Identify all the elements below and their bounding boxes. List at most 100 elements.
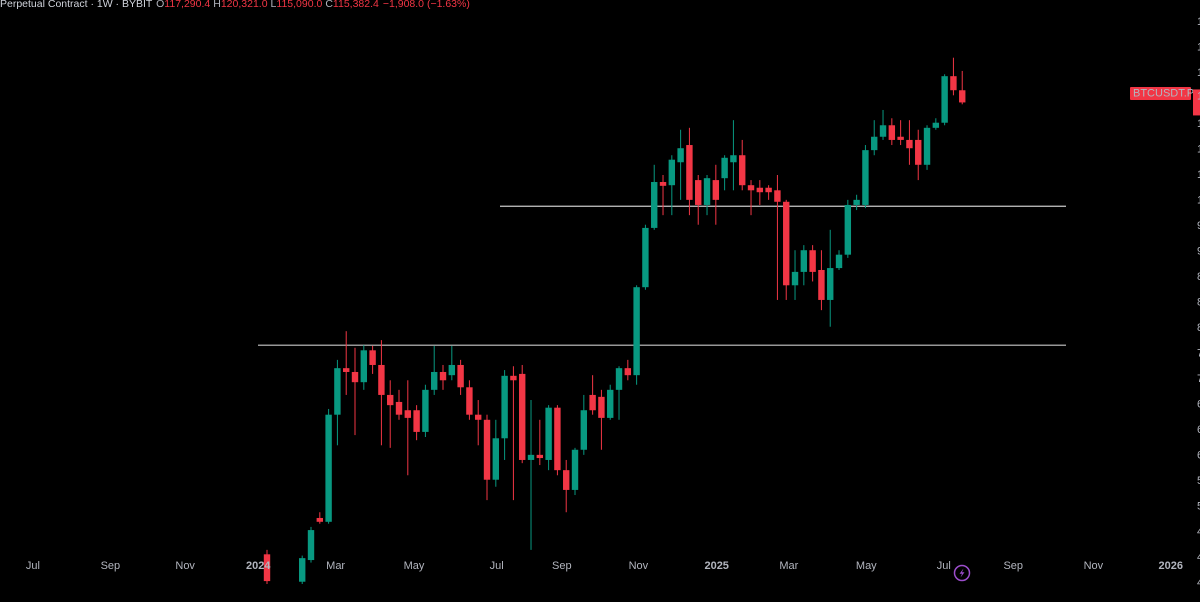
candle-body bbox=[721, 157, 728, 179]
y-tick-label: 40000 bbox=[1197, 577, 1200, 589]
y-tick-label: 128000 bbox=[1197, 16, 1200, 28]
x-tick-label: Mar bbox=[326, 560, 345, 572]
x-tick-label: Sep bbox=[101, 560, 121, 572]
axes: 40000 44000 48000 52000 56000 60000 64000 68000… bbox=[26, 16, 1200, 589]
candle-body bbox=[563, 470, 570, 490]
candle-body bbox=[457, 364, 464, 388]
candle-body bbox=[756, 187, 764, 193]
x-tick-label: Mar bbox=[779, 560, 798, 572]
candle-body bbox=[642, 227, 649, 288]
candle-body bbox=[888, 125, 896, 140]
ohlc-value: 120,321.0 bbox=[221, 0, 268, 10]
candle-body bbox=[915, 139, 922, 165]
candle-body bbox=[615, 368, 623, 390]
x-tick-label: Jul bbox=[937, 560, 951, 572]
candle-body bbox=[765, 187, 772, 193]
candle-body bbox=[791, 271, 799, 286]
candle-body bbox=[747, 185, 755, 191]
candle-body bbox=[316, 517, 324, 522]
header: Perpetual Contract · 1W · BYBIT O117,290.… bbox=[0, 0, 470, 10]
symbol-label-box bbox=[1130, 87, 1191, 100]
candle-body bbox=[351, 371, 359, 383]
candle-body bbox=[897, 136, 904, 140]
candle-body bbox=[325, 414, 332, 522]
y-tick-label: 68000 bbox=[1197, 398, 1200, 410]
ohlc-value: 115,382.4 bbox=[333, 0, 379, 10]
x-tick-label: May bbox=[856, 560, 877, 572]
candle-body bbox=[809, 250, 816, 272]
y-tick-label: 100000 bbox=[1197, 194, 1200, 206]
candle-body bbox=[510, 375, 517, 381]
x-tick-label: 2026 bbox=[1159, 560, 1183, 572]
header-title: Perpetual Contract · 1W · BYBIT bbox=[0, 0, 153, 10]
candle-body bbox=[686, 145, 693, 200]
candle-body bbox=[827, 268, 834, 300]
candle-body bbox=[571, 449, 579, 490]
candle-body bbox=[659, 182, 667, 186]
candle-body bbox=[818, 269, 825, 300]
candle-body bbox=[263, 554, 271, 582]
candle-body bbox=[651, 182, 658, 228]
candle-body bbox=[343, 368, 350, 372]
candle-body bbox=[545, 407, 552, 460]
icon-ring bbox=[953, 564, 971, 582]
candle-body bbox=[941, 76, 948, 123]
candle-body bbox=[519, 373, 526, 460]
candle-body bbox=[668, 159, 676, 186]
candle-body bbox=[844, 204, 852, 255]
y-tick-label: 112000 bbox=[1197, 118, 1200, 130]
candle-body bbox=[633, 287, 640, 376]
ohlc-key: C bbox=[325, 0, 333, 10]
y-tick-label: 52000 bbox=[1197, 500, 1200, 512]
header-change: −1,908.0 (−1.63%) bbox=[383, 0, 470, 10]
candle-body bbox=[536, 454, 544, 459]
y-tick-label: 92000 bbox=[1197, 245, 1200, 257]
x-tick-label: 2024 bbox=[246, 560, 271, 572]
y-tick-label: 56000 bbox=[1197, 475, 1200, 487]
y-tick-label: 104000 bbox=[1197, 169, 1200, 181]
x-tick-label: Sep bbox=[552, 560, 572, 572]
candle-body bbox=[871, 136, 878, 151]
x-tick-label: Nov bbox=[175, 560, 195, 572]
price-label-box bbox=[1193, 89, 1200, 116]
ohlc-key: L bbox=[271, 0, 277, 10]
candle-body bbox=[695, 180, 702, 205]
candle-body bbox=[677, 148, 684, 163]
symbol-label: BTCUSDT.P bbox=[1133, 87, 1194, 99]
ohlc-value: 115,090.0 bbox=[276, 0, 322, 10]
candle-body bbox=[712, 180, 720, 200]
y-tick-label: 120000 bbox=[1197, 67, 1200, 79]
y-tick-label: 96000 bbox=[1197, 220, 1200, 232]
ohlc-key: H bbox=[213, 0, 221, 10]
candle-body bbox=[448, 364, 456, 376]
x-tick-label: 2025 bbox=[704, 560, 728, 572]
candle-body bbox=[580, 410, 588, 450]
candle-body bbox=[730, 155, 737, 163]
candle-body bbox=[624, 368, 632, 376]
candle-body bbox=[906, 139, 913, 149]
candle-body bbox=[950, 76, 957, 91]
ohlc-value: 117,290.4 bbox=[164, 0, 210, 10]
candle-body bbox=[783, 201, 790, 286]
candle-body bbox=[835, 254, 843, 269]
y-tick-label: 64000 bbox=[1197, 424, 1200, 436]
candle-body bbox=[483, 419, 491, 480]
candle-body bbox=[774, 190, 781, 202]
x-tick-label: Nov bbox=[629, 560, 649, 572]
candle-body bbox=[475, 414, 482, 420]
candle-body bbox=[879, 125, 887, 137]
flash-icon[interactable] bbox=[953, 564, 971, 582]
y-tick-label: 84000 bbox=[1197, 296, 1200, 308]
candle-body bbox=[501, 375, 508, 439]
candle-body bbox=[387, 394, 394, 406]
candle-body bbox=[369, 350, 376, 365]
x-tick-label: Jul bbox=[490, 560, 504, 572]
candle-body bbox=[431, 371, 438, 390]
candle-body bbox=[607, 389, 614, 418]
x-tick-label: Sep bbox=[1003, 560, 1023, 572]
x-tick-label: Jul bbox=[26, 560, 40, 572]
x-tick-label: Nov bbox=[1084, 560, 1104, 572]
candle-body bbox=[395, 401, 403, 415]
ohlc-key: O bbox=[156, 0, 164, 10]
candle-body bbox=[439, 371, 447, 381]
